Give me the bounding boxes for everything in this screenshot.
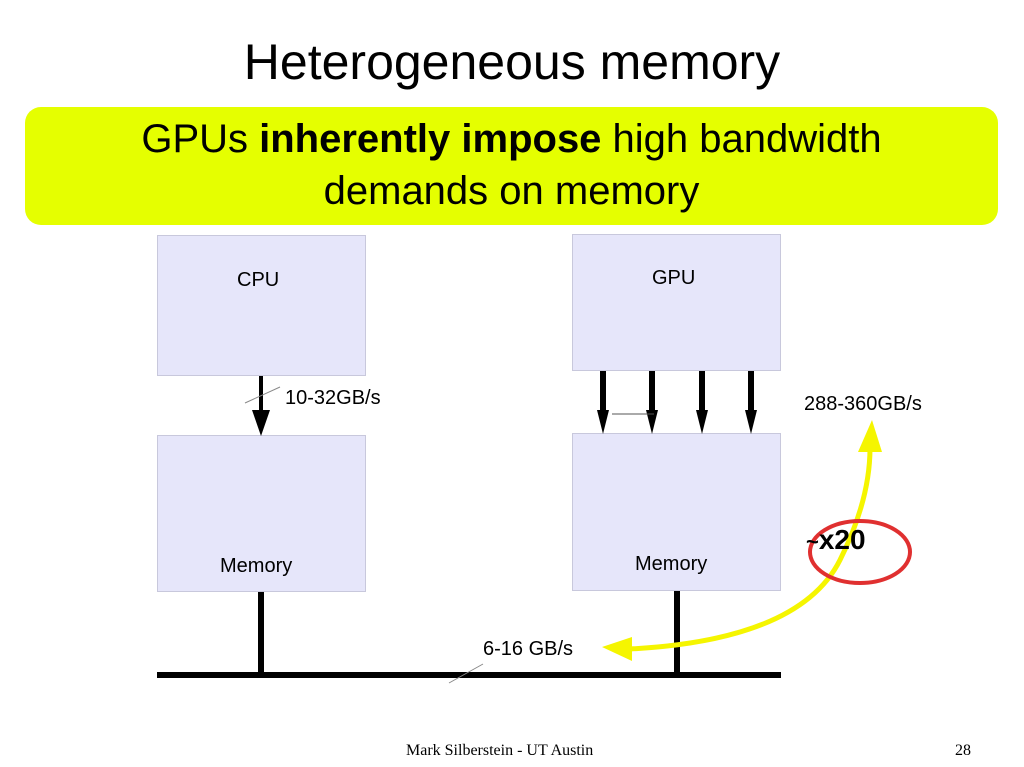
slide-title: Heterogeneous memory — [243, 34, 781, 90]
gpu-memory-arrow-2 — [646, 371, 658, 434]
cpu-bandwidth-label: 10-32GB/s — [285, 387, 381, 409]
bandwidth-comparison-arrow — [602, 420, 882, 661]
ratio-value: x20 — [818, 524, 866, 555]
gpu-memory-arrow-3 — [696, 371, 708, 434]
cpu-memory-arrow — [252, 376, 270, 436]
banner-line-1: GPUs inherently impose high bandwidth — [25, 113, 998, 165]
gpu-memory-arrow-4 — [745, 371, 757, 434]
banner-suffix: high bandwidth — [601, 117, 882, 161]
gpu-memory-label: Memory — [635, 553, 708, 575]
ratio-highlight-circle — [808, 519, 912, 585]
page-number: 28 — [955, 742, 971, 759]
gpu-memory-box — [572, 433, 781, 591]
bus-bandwidth-label: 6-16 GB/s — [483, 638, 574, 660]
highlight-banner — [25, 107, 998, 225]
cpu-bandwidth-leader — [244, 386, 281, 404]
banner-prefix: GPUs — [141, 117, 260, 161]
bus-bandwidth-leader — [448, 663, 484, 684]
gpu-memory-arrow-1 — [597, 371, 609, 434]
footer-author: Mark Silberstein - UT Austin — [406, 742, 594, 759]
gpu-label: GPU — [652, 267, 696, 289]
ratio-tilde: ~ — [806, 529, 819, 554]
cpu-memory-label: Memory — [220, 555, 293, 577]
banner-text: GPUs inherently impose high bandwidth de… — [25, 113, 998, 217]
banner-line-2: demands on memory — [323, 169, 700, 213]
gpu-bandwidth-label: 288-360GB/s — [804, 393, 922, 415]
bandwidth-ratio: ~x20 — [806, 524, 866, 556]
cpu-box — [157, 235, 366, 376]
cpu-label: CPU — [237, 269, 280, 291]
banner-emphasis: inherently impose — [259, 117, 602, 161]
cpu-memory-box — [157, 435, 366, 592]
gpu-box — [572, 234, 781, 371]
